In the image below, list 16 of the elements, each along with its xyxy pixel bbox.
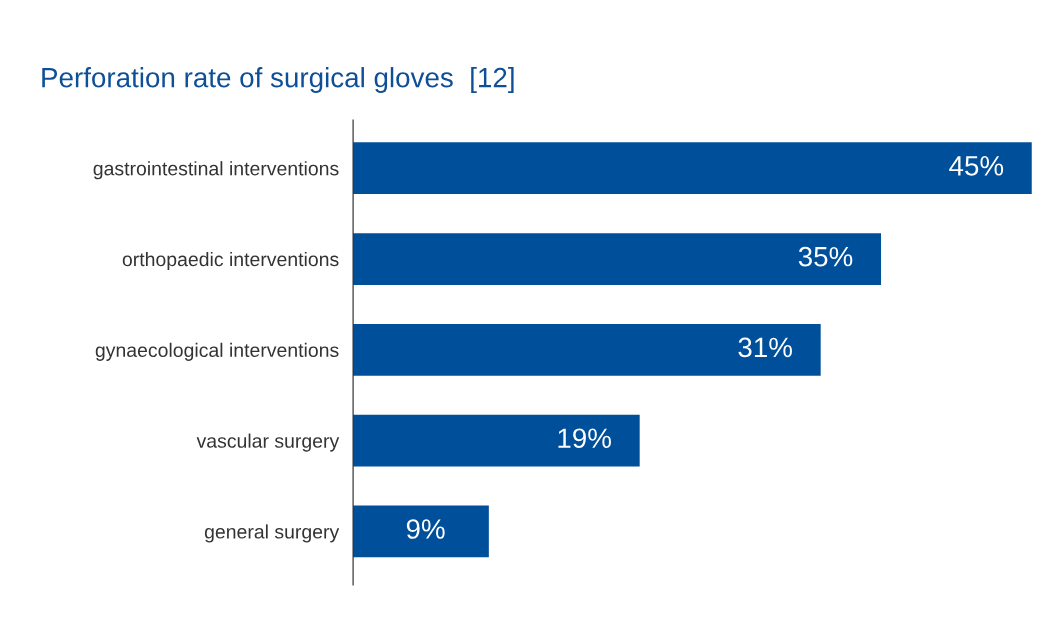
bar bbox=[353, 414, 640, 467]
data-label: 31% bbox=[738, 337, 792, 358]
y-tick-label: gynaecological interventions bbox=[95, 342, 339, 361]
y-tick-label: general surgery bbox=[204, 524, 340, 543]
data-label: 9% bbox=[406, 519, 445, 539]
data-label: 45% bbox=[949, 156, 1004, 176]
y-tick-label: gastrointestinal interventions bbox=[93, 161, 339, 180]
chart-title: Perforation rate of surgical gloves [12] bbox=[42, 67, 514, 93]
bar bbox=[353, 142, 1032, 195]
bar bbox=[353, 233, 882, 285]
bar bbox=[353, 505, 489, 558]
data-label: 19% bbox=[558, 428, 611, 449]
y-tick-label: orthopaedic interventions bbox=[122, 251, 339, 271]
bar bbox=[353, 323, 821, 376]
y-tick-label: vascular surgery bbox=[196, 433, 340, 452]
data-label: 35% bbox=[798, 246, 853, 267]
